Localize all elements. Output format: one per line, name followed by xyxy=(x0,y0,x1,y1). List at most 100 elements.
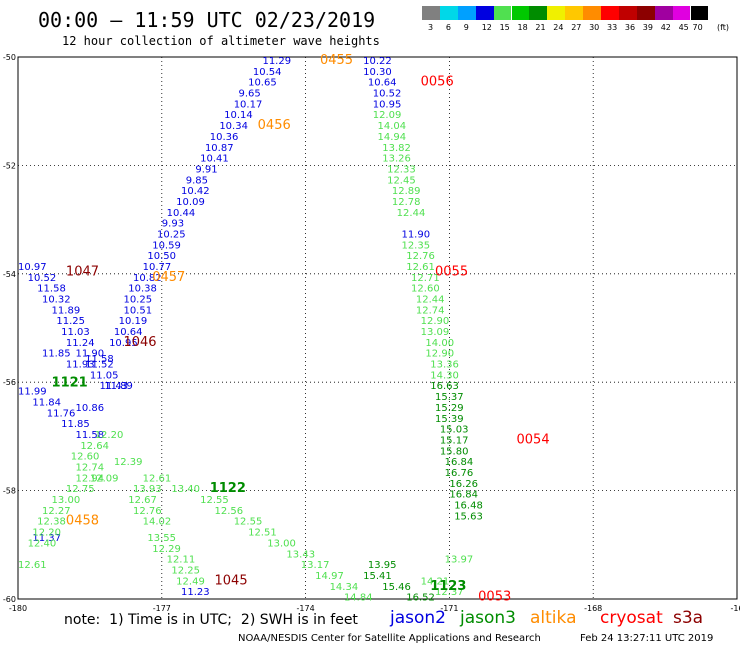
wave-height-label: 11.37 xyxy=(32,533,61,544)
wave-height-label: 12.55 xyxy=(200,495,229,506)
wave-height-label: 10.50 xyxy=(147,251,176,262)
wave-height-label: 14.04 xyxy=(378,121,407,132)
wave-height-label: 14.30 xyxy=(430,370,459,381)
wave-height-label: 10.51 xyxy=(123,305,152,316)
wave-height-label: 11.93 xyxy=(66,360,95,371)
wave-height-label: 13.93 xyxy=(133,484,162,495)
wave-height-label: 9.65 xyxy=(238,89,260,100)
wave-height-label: 10.30 xyxy=(363,67,392,78)
wave-height-label: 10.14 xyxy=(224,110,253,121)
chart-subtitle: 12 hour collection of altimeter wave hei… xyxy=(62,34,380,48)
legend-s3a: s3a xyxy=(673,608,704,628)
wave-height-label: 9.93 xyxy=(162,219,184,230)
footer-note: note: 1) Time is in UTC; 2) SWH is in fe… xyxy=(64,612,358,628)
legend-jason3: jason3 xyxy=(460,608,516,628)
wave-height-label: 14.02 xyxy=(143,517,172,528)
legend-label: 27 xyxy=(571,23,582,32)
wave-height-label: 12.11 xyxy=(167,555,196,566)
wave-height-label: 12.27 xyxy=(42,506,71,517)
wave-height-label: 11.58 xyxy=(76,430,105,441)
wave-height-label: 10.09 xyxy=(176,197,205,208)
wave-height-label: 11.43 xyxy=(99,381,128,392)
wave-height-label: 16.76 xyxy=(445,468,474,479)
wave-height-label: 12.55 xyxy=(234,517,263,528)
wave-height-label: 16.52 xyxy=(406,593,435,604)
legend-label: 39 xyxy=(642,23,653,32)
x-tick-label: -16 xyxy=(730,604,740,613)
legend-jason2: jason2 xyxy=(390,608,446,628)
legend-altika: altika xyxy=(530,608,577,628)
legend-label: 36 xyxy=(624,23,636,32)
wave-height-label: 12.37 xyxy=(435,587,464,598)
wave-height-label: 12.61 xyxy=(406,262,435,273)
wave-height-label: 11.90 xyxy=(76,349,105,360)
x-tick-label: -177 xyxy=(153,604,171,613)
wave-height-label: 12.35 xyxy=(401,240,430,251)
wave-height-label: 9.85 xyxy=(186,175,208,186)
wave-height-label: 10.54 xyxy=(253,67,282,78)
pass-time-label: 0456 xyxy=(258,118,291,133)
wave-height-label: 13.00 xyxy=(52,495,81,506)
wave-height-label: 16.48 xyxy=(454,500,483,511)
wave-height-label: 12.20 xyxy=(95,430,124,441)
wave-height-label: 13.17 xyxy=(301,560,330,571)
wave-height-label: 12.09 xyxy=(90,473,119,484)
wave-height-label: 10.95 xyxy=(109,338,138,349)
wave-height-label: 13.26 xyxy=(382,154,411,165)
wave-height-label: 10.25 xyxy=(123,295,152,306)
wave-height-label: 12.60 xyxy=(71,452,100,463)
wave-height-label: 12.90 xyxy=(421,316,450,327)
wave-height-label: 11.29 xyxy=(262,56,291,67)
wave-height-label: 11.99 xyxy=(18,387,47,398)
wave-height-label: 12.40 xyxy=(28,538,57,549)
wave-height-label: 16.26 xyxy=(449,479,478,490)
wave-height-label: 10.82 xyxy=(133,273,162,284)
wave-height-label: 11.85 xyxy=(61,419,90,430)
wave-height-label: 13.55 xyxy=(147,533,176,544)
legend-label: 6 xyxy=(445,23,451,32)
y-tick-label: -60 xyxy=(3,595,16,604)
legend-swatch xyxy=(565,6,584,20)
wave-height-label: 12.64 xyxy=(80,441,109,452)
wave-height-label: 14.94 xyxy=(378,132,407,143)
wave-height-label: 11.03 xyxy=(61,327,90,338)
wave-height-label: 12.44 xyxy=(397,208,426,219)
wave-height-label: 11.90 xyxy=(401,229,430,240)
legend-swatch xyxy=(672,6,691,20)
wave-height-label: 11.24 xyxy=(66,338,95,349)
plot-frame xyxy=(17,56,738,600)
legend-label: 9 xyxy=(463,23,469,32)
legend-label: 12 xyxy=(481,23,492,32)
wave-height-label: 16.84 xyxy=(449,490,478,501)
legend-label: 70 xyxy=(692,23,703,32)
pass-time-label: 0053 xyxy=(478,590,511,605)
legend-swatch xyxy=(583,6,601,20)
wave-height-label: 12.29 xyxy=(152,544,181,555)
legend-label: 30 xyxy=(589,23,600,32)
wave-height-label: 12.90 xyxy=(425,349,454,360)
wave-height-label: 12.71 xyxy=(411,273,440,284)
wave-height-label: 11.23 xyxy=(181,587,210,598)
wave-height-label: 11.52 xyxy=(85,360,114,371)
legend-label: 15 xyxy=(499,23,510,32)
legend-swatch xyxy=(457,6,476,20)
wave-height-label: 15.41 xyxy=(363,571,392,582)
pass-time-label: 1045 xyxy=(215,573,248,588)
wave-height-label: 12.74 xyxy=(416,305,445,316)
wave-height-label: 10.19 xyxy=(119,316,148,327)
x-tick-label: -174 xyxy=(297,604,315,613)
wave-height-label: 13.82 xyxy=(382,143,411,154)
wave-height-label: 15.29 xyxy=(435,403,464,414)
wave-height-label: 10.17 xyxy=(234,99,263,110)
wave-height-label: 11.89 xyxy=(104,381,133,392)
pass-time-label: 0458 xyxy=(66,514,99,529)
legend-swatch xyxy=(493,6,512,20)
wave-height-label: 10.34 xyxy=(219,121,248,132)
wave-height-label: 12.51 xyxy=(248,528,277,539)
wave-height-label: 10.95 xyxy=(373,99,402,110)
pass-time-label: 0055 xyxy=(435,264,468,279)
y-tick-label: -58 xyxy=(3,487,16,496)
wave-height-label: 13.97 xyxy=(445,555,474,566)
wave-height-label: 9.91 xyxy=(195,164,217,175)
